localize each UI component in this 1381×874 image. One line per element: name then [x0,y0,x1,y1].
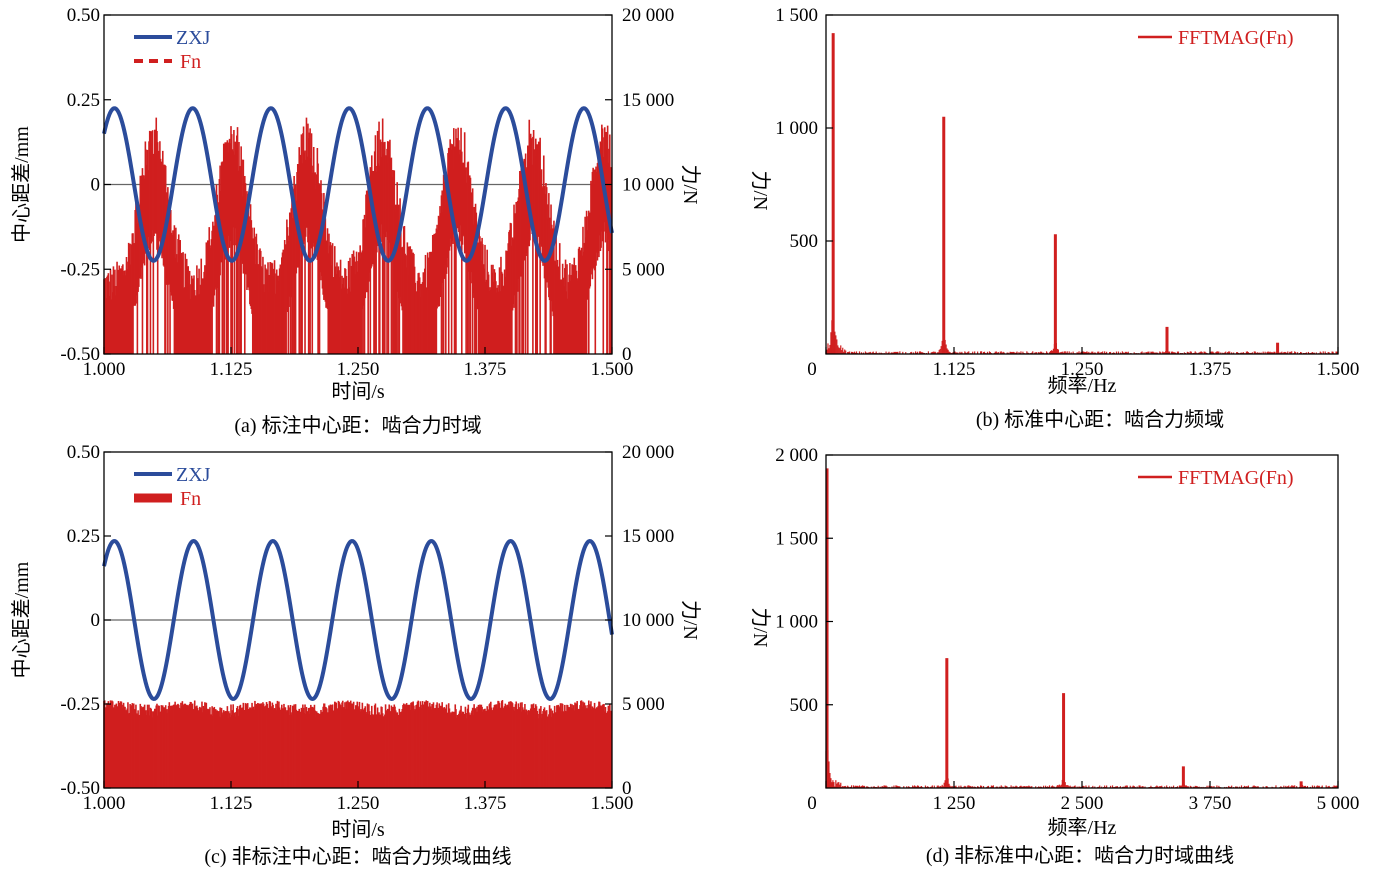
chart-c: 0.50 0.25 0 -0.25 -0.50 20 000 15 000 10 000 5 0… [10,442,702,868]
x-tick-label: 3 750 [1189,793,1232,814]
x-tick-label: 0 [807,793,817,814]
y-tick-label: 1 500 [775,528,818,549]
series-fn [103,117,613,354]
x-tick-label: 1.500 [591,793,634,814]
legend-label-zxj: ZXJ [176,464,211,486]
y-tick-label: 0.50 [67,5,100,26]
y2-tick-label: 15 000 [622,526,674,547]
x-axis-title: 频率/Hz [1048,374,1117,397]
y2-tick-label: 10 000 [622,610,674,631]
y-tick-label: 0.25 [67,90,100,111]
plot-frame-d [825,454,1339,789]
x-tick-label: 2 500 [1061,793,1104,814]
y-tick-label: 0 [91,175,101,196]
y-tick-label: -0.25 [60,694,100,715]
series-zxj-line [102,106,614,263]
y2-tick-label: 15 000 [622,90,674,111]
x-tick-label: 1.375 [1189,359,1232,380]
legend-label-fn: Fn [180,488,201,510]
y-tick-label: 0 [91,610,101,631]
y-axis-title: 中心距差/mm [10,561,33,678]
y-axis-title: 力/N [749,171,772,211]
y-tick-label: 1 000 [775,118,818,139]
series-zxj-line [102,538,614,702]
legend-label-fn: Fn [180,51,201,73]
x-tick-label: 1.250 [337,793,380,814]
series-fftmag [825,33,1338,354]
y-axis-title: 中心距差/mm [10,126,33,243]
x-tick-label: 1.500 [1317,359,1360,380]
x-tick-label: 1 250 [933,793,976,814]
chart-a: 0.50 0.25 0 -0.25 -0.50 20 000 15 000 10 000 5 0… [10,5,702,437]
y-tick-label: -0.50 [60,344,100,365]
y2-tick-label: 0 [622,778,632,799]
figure-caption: (d) 非标准中心距：啮合力时域曲线 [926,844,1234,867]
y2-tick-label: 10 000 [622,175,674,196]
y2-tick-label: 5 000 [622,694,665,715]
x-tick-label: 1.125 [210,359,253,380]
legend: FFTMAG(Fn) [1138,467,1294,489]
y2-tick-label: 20 000 [622,5,674,26]
y-tick-label: -0.25 [60,259,100,280]
y2-axis-title: 力/N [679,600,702,640]
y-tick-label: 500 [790,231,819,252]
x-axis-title: 时间/s [331,380,385,403]
y2-tick-label: 0 [622,344,632,365]
chart-b: 1 500 1 000 500 0 1.125 1.250 1.375 1.500 频率/Hz 力… [749,5,1359,431]
x-tick-label: 1.125 [933,359,976,380]
x-axis-title: 频率/Hz [1048,816,1117,839]
figure-caption: (a) 标注中心距：啮合力时域 [234,414,481,437]
series-fn [103,700,613,788]
x-tick-label: 1.125 [210,793,253,814]
legend: FFTMAG(Fn) [1138,27,1294,49]
x-tick-label: 5 000 [1317,793,1360,814]
y2-tick-label: 5 000 [622,259,665,280]
x-tick-label: 1.000 [83,793,126,814]
series-fftmag [825,468,1338,788]
chart-d: 2 000 1 500 1 000 500 0 1 250 2 500 3 750 5 000 频… [749,445,1359,867]
y-tick-label: 0.50 [67,442,100,463]
x-axis-title: 时间/s [331,818,385,841]
legend-label-fftmag: FFTMAG(Fn) [1178,467,1294,489]
x-tick-label: 1.250 [337,359,380,380]
plot-frame-b [825,14,1339,355]
x-tick-label: 1.000 [83,359,126,380]
figure-caption: (c) 非标注中心距：啮合力频域曲线 [204,845,511,868]
y2-axis-title: 力/N [679,165,702,205]
x-tick-label: 1.500 [591,359,634,380]
y-tick-label: 500 [790,695,819,716]
y-tick-label: 2 000 [775,445,818,466]
y-tick-label: 1 500 [775,5,818,26]
x-tick-label: 1.375 [464,793,507,814]
legend-label-fftmag: FFTMAG(Fn) [1178,27,1294,49]
y-tick-label: 0.25 [67,526,100,547]
x-tick-label: 0 [807,359,817,380]
y-tick-label: -0.50 [60,778,100,799]
figure-caption: (b) 标准中心距：啮合力频域 [976,408,1224,431]
y2-tick-label: 20 000 [622,442,674,463]
x-tick-label: 1.250 [1061,359,1104,380]
legend-label-zxj: ZXJ [176,27,211,49]
x-tick-label: 1.375 [464,359,507,380]
y-tick-label: 1 000 [775,612,818,633]
y-axis-title: 力/N [749,608,772,648]
